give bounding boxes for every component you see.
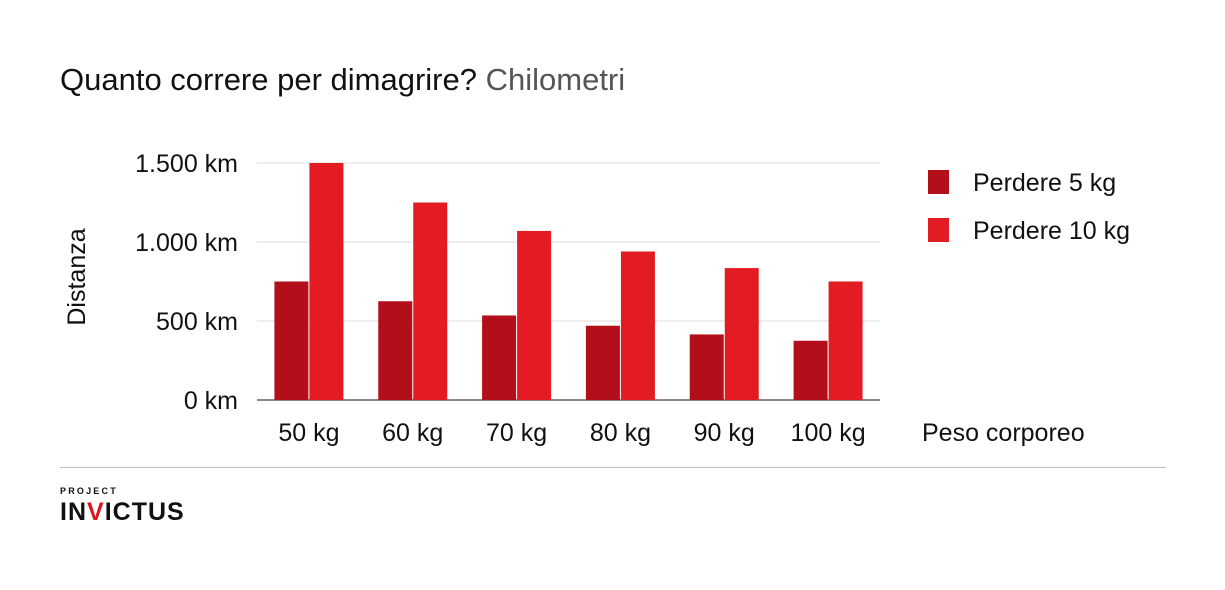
- bar-perdere-10kg: [309, 163, 344, 400]
- chart-title-sub: Chilometri: [485, 62, 626, 97]
- bar-perdere-10kg: [517, 230, 552, 400]
- x-tick-label: 70 kg: [486, 419, 547, 447]
- chart-title-main: Quanto correre per dimagrire?: [60, 62, 477, 97]
- x-tick-label: 60 kg: [382, 419, 443, 447]
- x-tick-label: 90 kg: [694, 419, 755, 447]
- legend-label-perdere-10kg: Perdere 10 kg: [973, 217, 1130, 245]
- brand-logo-small: PROJECT: [60, 486, 118, 496]
- y-axis-label: Distanza: [63, 228, 91, 325]
- footer-divider: [60, 467, 1166, 468]
- x-axis-label: Peso corporeo: [922, 419, 1085, 447]
- x-tick-label: 100 kg: [791, 419, 866, 447]
- legend-swatch-perdere-10kg: [928, 218, 949, 242]
- y-tick-label: 1.500 km: [135, 150, 238, 178]
- bar-perdere-5kg: [378, 301, 413, 400]
- brand-logo-part-2: ICTUS: [104, 498, 185, 526]
- brand-logo-part-1: IN: [60, 498, 87, 526]
- bar-perdere-10kg: [413, 202, 448, 400]
- x-tick-label: 50 kg: [278, 419, 339, 447]
- x-tick-label: 80 kg: [590, 419, 651, 447]
- brand-logo-wordmark: INVICTUS: [60, 497, 185, 527]
- chart-title: Quanto correre per dimagrire? Chilometri: [60, 60, 625, 100]
- legend-swatch-perdere-5kg: [928, 170, 949, 194]
- grid-lines: [257, 162, 880, 401]
- y-tick-labels: 0 km 500 km 1.000 km 1.500 km: [135, 150, 238, 415]
- y-tick-label: 0 km: [184, 387, 238, 415]
- bar-perdere-5kg: [585, 325, 620, 400]
- brand-logo: PROJECT INVICTUS: [60, 486, 185, 527]
- bar-perdere-5kg: [274, 281, 309, 400]
- bar-perdere-5kg: [689, 334, 724, 400]
- bar-perdere-10kg: [828, 281, 863, 400]
- bar-perdere-10kg: [724, 268, 759, 400]
- bar-perdere-10kg: [620, 251, 655, 400]
- y-tick-label: 500 km: [156, 308, 238, 336]
- bar-perdere-5kg: [793, 340, 828, 400]
- y-tick-label: 1.000 km: [135, 229, 238, 257]
- legend-label-perdere-5kg: Perdere 5 kg: [973, 169, 1116, 197]
- bar-perdere-5kg: [482, 315, 517, 400]
- x-tick-labels: 50 kg 60 kg 70 kg 80 kg 90 kg 100 kg: [278, 419, 865, 447]
- brand-logo-accent: V: [87, 498, 105, 526]
- legend: Perdere 5 kg Perdere 10 kg: [928, 169, 1130, 245]
- bars: [274, 163, 863, 400]
